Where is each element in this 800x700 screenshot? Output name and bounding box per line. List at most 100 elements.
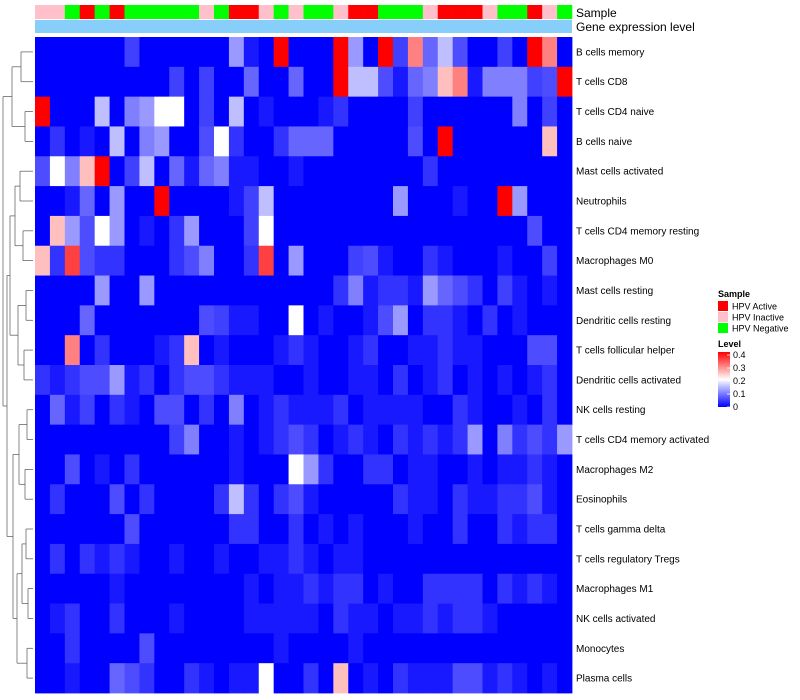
heatmap-cell — [94, 514, 110, 545]
heatmap-cell — [318, 96, 334, 127]
heatmap-cell — [124, 245, 140, 276]
sample-annotation-cell — [64, 5, 81, 19]
heatmap-cell — [482, 186, 498, 217]
heatmap-cell — [288, 66, 304, 98]
heatmap-cell — [557, 305, 573, 336]
heatmap-cell — [139, 305, 155, 336]
heatmap-cell — [288, 156, 304, 187]
heatmap-cell — [199, 394, 215, 426]
heatmap-cell — [79, 633, 96, 664]
heatmap-cell — [452, 275, 468, 306]
heatmap-cell — [64, 484, 81, 515]
heatmap-cell — [422, 663, 439, 694]
heatmap-cell — [333, 514, 349, 545]
heatmap-cell — [273, 394, 289, 426]
row-dendrogram — [2, 51, 33, 679]
sample-annotation-cell — [303, 5, 319, 19]
heatmap-cell — [169, 424, 185, 455]
heatmap-cell — [452, 514, 468, 545]
heatmap-cell — [258, 603, 275, 634]
heatmap-cell — [318, 305, 334, 336]
heatmap-cell — [497, 305, 513, 336]
heatmap-cell — [139, 186, 155, 217]
heatmap-cell — [94, 186, 110, 217]
heatmap-cell — [64, 37, 81, 68]
heatmap-cell — [467, 603, 483, 634]
heatmap-cell — [154, 66, 170, 98]
heatmap-cell — [333, 215, 349, 247]
heatmap-cell — [228, 126, 245, 157]
heatmap-cell — [482, 514, 498, 545]
sample-annotation-cell — [94, 5, 110, 19]
heatmap-cells — [35, 37, 573, 694]
heatmap-cell — [378, 484, 394, 515]
heatmap-cell — [228, 543, 245, 575]
heatmap-cell — [169, 454, 185, 485]
heatmap-cell — [288, 96, 304, 127]
heatmap-cell — [169, 514, 185, 545]
heatmap-cell — [422, 66, 439, 98]
heatmap-cell — [333, 543, 349, 575]
heatmap-cell — [169, 603, 185, 634]
row-label: Dendritic cells activated — [576, 375, 681, 386]
heatmap-cell — [124, 663, 140, 694]
heatmap-cell — [109, 663, 125, 694]
heatmap-cell — [273, 335, 289, 366]
heatmap-cell — [557, 603, 573, 634]
heatmap-cell — [35, 543, 51, 575]
heatmap-cell — [214, 215, 230, 247]
heatmap-cell — [124, 96, 140, 127]
sample-annotation-cell — [199, 5, 215, 19]
heatmap-cell — [273, 96, 289, 127]
heatmap-cell — [199, 365, 215, 396]
heatmap-cell — [184, 245, 200, 276]
heatmap-cell — [467, 365, 483, 396]
heatmap-cell — [482, 245, 498, 276]
heatmap-cell — [437, 514, 454, 545]
heatmap-cell — [64, 454, 81, 485]
heatmap-cell — [512, 484, 528, 515]
sample-annotation-cell — [184, 5, 200, 19]
heatmap-cell — [184, 633, 200, 664]
heatmap-cell — [64, 96, 81, 127]
heatmap-cell — [363, 335, 379, 366]
heatmap-cell — [333, 484, 349, 515]
heatmap-cell — [452, 37, 468, 68]
heatmap-cell — [542, 603, 558, 634]
heatmap-cell — [363, 514, 379, 545]
heatmap-cell — [407, 394, 424, 426]
heatmap-cell — [348, 245, 364, 276]
heatmap-cell — [333, 454, 349, 485]
heatmap-cell — [184, 603, 200, 634]
heatmap-cell — [422, 484, 439, 515]
heatmap-cell — [288, 305, 304, 336]
heatmap-cell — [79, 186, 96, 217]
heatmap-cell — [407, 215, 424, 247]
heatmap-cell — [467, 156, 483, 187]
heatmap-cell — [228, 186, 245, 217]
sample-annotation-cell — [214, 5, 230, 19]
heatmap-cell — [273, 663, 289, 694]
heatmap-cell — [318, 454, 334, 485]
heatmap-cell — [512, 424, 528, 455]
heatmap-cell — [64, 156, 81, 187]
heatmap-cell — [557, 514, 573, 545]
heatmap-cell — [303, 275, 319, 306]
heatmap-cell — [79, 454, 96, 485]
heatmap-cell — [407, 543, 424, 575]
heatmap-cell — [154, 96, 170, 127]
heatmap-cell — [124, 305, 140, 336]
heatmap-cell — [437, 573, 454, 604]
level-legend-tick-label: 0.4 — [733, 350, 746, 360]
sample-annotation-cell — [422, 5, 439, 19]
heatmap-cell — [497, 514, 513, 545]
heatmap-cell — [482, 275, 498, 306]
heatmap-cell — [258, 305, 275, 336]
heatmap-cell — [214, 275, 230, 306]
heatmap-cell — [303, 424, 319, 455]
heatmap-cell — [199, 543, 215, 575]
heatmap-cell — [393, 245, 409, 276]
heatmap-cell — [303, 335, 319, 366]
heatmap-cell — [154, 335, 170, 366]
sample-annotation-cell — [228, 5, 245, 19]
